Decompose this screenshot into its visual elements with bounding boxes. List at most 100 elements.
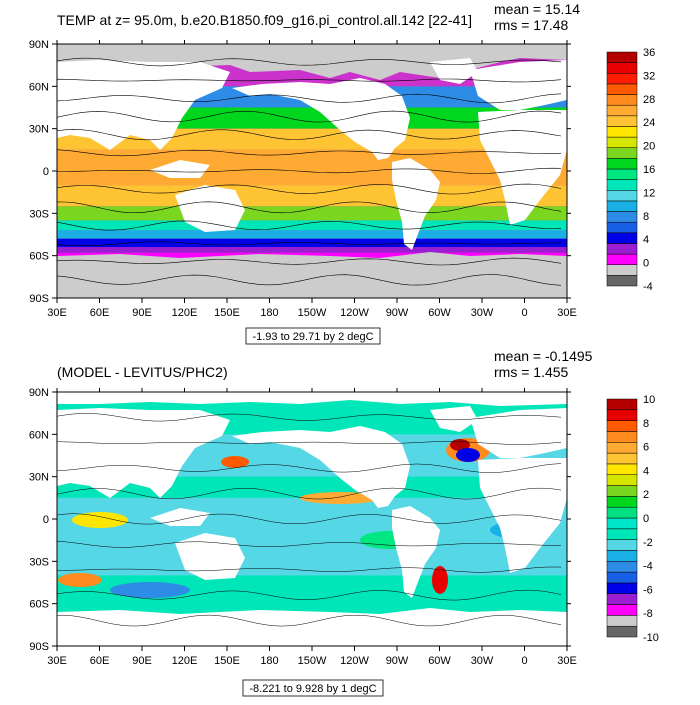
x-tick-label: 120E bbox=[172, 655, 198, 667]
australia bbox=[175, 185, 245, 232]
colorbar-swatch bbox=[606, 243, 638, 255]
contour-lines bbox=[57, 57, 562, 286]
contour-line bbox=[57, 241, 561, 246]
europe bbox=[470, 60, 567, 110]
colorbar-swatch bbox=[606, 496, 638, 508]
contour-line bbox=[57, 274, 562, 286]
greenland bbox=[430, 406, 478, 432]
contour-line bbox=[57, 413, 562, 422]
y-tick-label: 60N bbox=[29, 429, 49, 441]
contour-line bbox=[57, 93, 562, 104]
colorbar-swatch bbox=[606, 442, 638, 454]
x-tick-label: 30E bbox=[557, 655, 577, 667]
panel-temperature: TEMP at z= 95.0m, b.e20.B1850.f09_g16.pi… bbox=[29, 1, 655, 345]
antarctic-mask bbox=[57, 252, 567, 298]
indonesia bbox=[150, 160, 210, 178]
contour-line bbox=[57, 589, 562, 601]
y-tick-label: 90N bbox=[29, 39, 49, 51]
colorbar-label: -4 bbox=[643, 281, 653, 293]
colorbar-swatch bbox=[606, 136, 638, 148]
lat-band bbox=[57, 476, 567, 498]
panel-title: TEMP at z= 95.0m, b.e20.B1850.f09_g16.pi… bbox=[57, 12, 472, 28]
y-tick-label: 60N bbox=[29, 81, 49, 93]
x-tick-label: 120W bbox=[340, 307, 369, 319]
north-america bbox=[232, 426, 410, 508]
colorbar: 10 8 6 4 2 0 -2 -4 -6 -8 -10 bbox=[606, 394, 659, 644]
lat-band bbox=[57, 149, 567, 186]
europe bbox=[470, 408, 567, 458]
colorbar: 36 32 28 24 20 16 12 8 4 0 -4 bbox=[606, 47, 655, 293]
rms-stat: rms = 17.48 bbox=[494, 17, 569, 33]
caption-box: -8.221 to 9.928 by 1 degC bbox=[242, 679, 384, 697]
x-tick-label: 30E bbox=[557, 307, 577, 319]
colorbar-swatch bbox=[606, 264, 638, 276]
south-america bbox=[392, 158, 440, 250]
x-tick-label: 150W bbox=[298, 655, 327, 667]
colorbar-label: 32 bbox=[643, 70, 655, 82]
colorbar-label: -6 bbox=[643, 584, 653, 596]
contour-line bbox=[57, 78, 562, 83]
north-america bbox=[232, 78, 410, 160]
lat-band bbox=[57, 540, 567, 576]
x-tick-label: 30W bbox=[471, 307, 494, 319]
x-tick-label: 30W bbox=[471, 655, 494, 667]
colorbar-swatch bbox=[606, 539, 638, 551]
colorbar-swatch bbox=[606, 253, 638, 265]
y-tick-label: 30N bbox=[29, 472, 49, 484]
colorbar-swatch bbox=[606, 528, 638, 540]
contour-line bbox=[57, 441, 562, 445]
colorbar-swatch bbox=[606, 615, 638, 627]
panel-title: (MODEL - LEVITUS/PHC2) bbox=[57, 364, 228, 380]
contour-line bbox=[57, 167, 562, 174]
colorbar-swatch bbox=[606, 94, 638, 106]
colorbar-label: -4 bbox=[643, 561, 653, 573]
y-tick-label: 60S bbox=[29, 599, 49, 611]
x-tick-label: 90E bbox=[132, 655, 152, 667]
contour-line bbox=[57, 149, 561, 157]
colorbar-swatch bbox=[606, 104, 638, 117]
indonesia bbox=[150, 508, 210, 526]
colorbar-swatch bbox=[606, 506, 638, 519]
mean-stat: mean = -0.1495 bbox=[494, 348, 593, 364]
colorbar-label: 4 bbox=[643, 234, 649, 246]
anomaly-patches bbox=[58, 438, 550, 598]
colorbar-swatch bbox=[606, 275, 638, 287]
x-tick-label: 60E bbox=[90, 655, 110, 667]
caption-frame bbox=[242, 679, 384, 697]
caption-box: -1.93 to 29.71 by 2 degC bbox=[245, 327, 381, 345]
map-axes: 30E 60E 90E 120E 150E 180 150W 120W 90W 60W 30W 0 30… bbox=[29, 39, 577, 319]
eurasia bbox=[57, 408, 230, 498]
caption-text: -1.93 to 29.71 by 2 degC bbox=[252, 331, 373, 343]
x-tick-label: 120E bbox=[172, 307, 198, 319]
mean-stat: mean = 15.14 bbox=[494, 1, 580, 17]
x-tick-label: 60E bbox=[90, 307, 110, 319]
colorbar-swatch bbox=[606, 73, 638, 85]
colorbar-label: 20 bbox=[643, 141, 655, 153]
colorbar-label: 0 bbox=[643, 258, 649, 270]
colorbar-swatch bbox=[606, 625, 638, 638]
africa bbox=[478, 458, 567, 573]
colorbar-label: 16 bbox=[643, 164, 655, 176]
y-tick-label: 90S bbox=[29, 641, 49, 653]
land bbox=[57, 58, 567, 250]
y-tick-label: 0 bbox=[43, 166, 49, 178]
colorbar-label: 2 bbox=[643, 489, 649, 501]
colorbar-swatch bbox=[606, 452, 638, 465]
colorbar-swatch bbox=[606, 571, 638, 584]
x-tick-label: 90E bbox=[132, 307, 152, 319]
colorbar-swatch bbox=[606, 211, 638, 223]
contour-line bbox=[57, 201, 562, 214]
arctic bbox=[57, 392, 567, 406]
colorbar-swatch bbox=[606, 420, 638, 432]
lat-band bbox=[57, 185, 567, 207]
contour-line bbox=[57, 257, 562, 266]
caption-frame bbox=[245, 327, 381, 345]
colorbar-swatch bbox=[606, 179, 638, 191]
y-tick-label: 30S bbox=[29, 556, 49, 568]
colorbar-swatch bbox=[606, 126, 638, 138]
colorbar-label: 36 bbox=[643, 47, 655, 59]
y-tick-label: 30N bbox=[29, 124, 49, 136]
antarctica bbox=[57, 608, 567, 646]
contour-line bbox=[57, 566, 562, 573]
